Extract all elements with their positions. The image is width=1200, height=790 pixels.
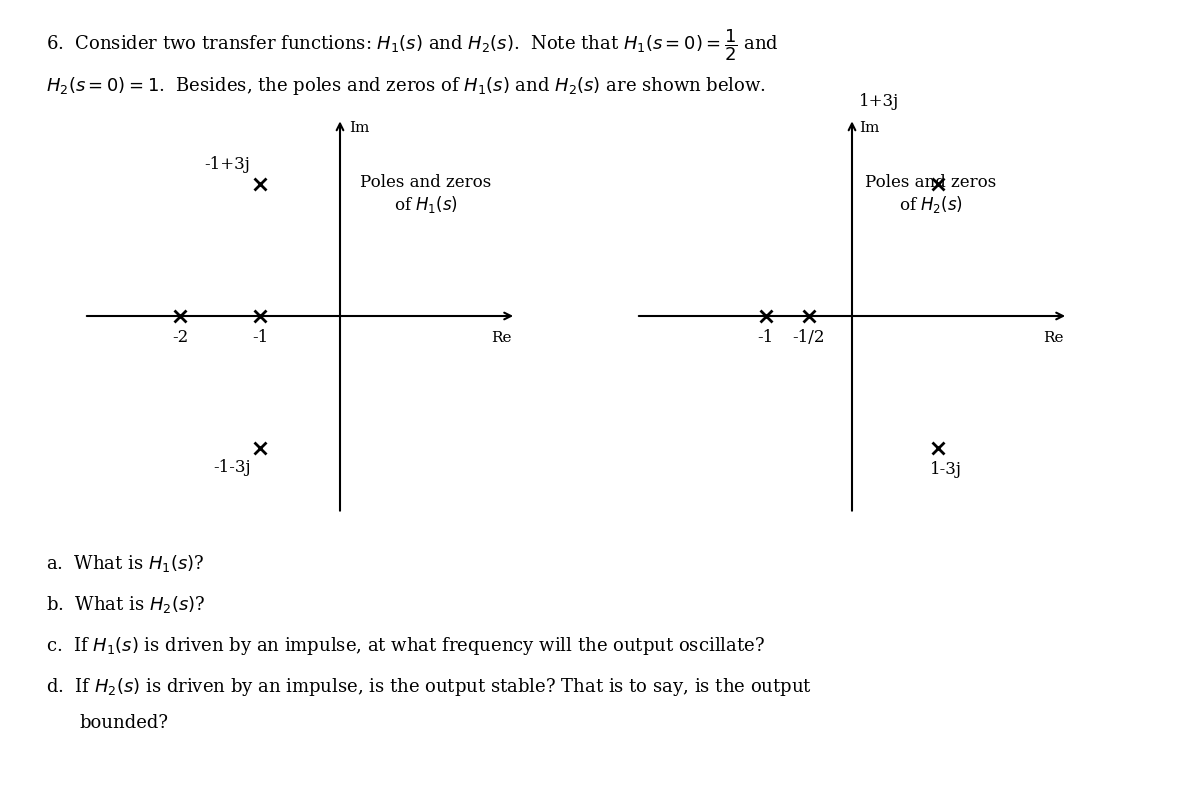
- Text: Poles and zeros
of $H_2(s)$: Poles and zeros of $H_2(s)$: [865, 174, 996, 215]
- Text: -1+3j: -1+3j: [204, 156, 251, 173]
- Text: a.  What is $H_1(s)$?: a. What is $H_1(s)$?: [46, 553, 204, 574]
- Text: bounded?: bounded?: [79, 714, 168, 732]
- Text: Im: Im: [349, 121, 370, 134]
- Text: Im: Im: [859, 121, 880, 134]
- Text: -1-3j: -1-3j: [212, 459, 251, 476]
- Text: -1: -1: [252, 329, 268, 346]
- Text: c.  If $H_1(s)$ is driven by an impulse, at what frequency will the output oscil: c. If $H_1(s)$ is driven by an impulse, …: [46, 635, 764, 657]
- Text: -2: -2: [172, 329, 188, 346]
- Text: b.  What is $H_2(s)$?: b. What is $H_2(s)$?: [46, 594, 205, 615]
- Text: Poles and zeros
of $H_1(s)$: Poles and zeros of $H_1(s)$: [360, 174, 491, 215]
- Text: -1: -1: [757, 329, 774, 346]
- Text: 1-3j: 1-3j: [930, 461, 961, 478]
- Text: 6.  Consider two transfer functions: $H_1(s)$ and $H_2(s)$.  Note that $H_1(s=0): 6. Consider two transfer functions: $H_1…: [46, 28, 779, 63]
- Text: d.  If $H_2(s)$ is driven by an impulse, is the output stable? That is to say, i: d. If $H_2(s)$ is driven by an impulse, …: [46, 676, 811, 698]
- Text: $H_2(s=0)=1$.  Besides, the poles and zeros of $H_1(s)$ and $H_2(s)$ are shown b: $H_2(s=0)=1$. Besides, the poles and zer…: [46, 75, 766, 97]
- Text: Re: Re: [1043, 331, 1063, 345]
- Text: -1/2: -1/2: [792, 329, 826, 346]
- Text: 1+3j: 1+3j: [859, 92, 899, 110]
- Text: Re: Re: [492, 331, 512, 345]
